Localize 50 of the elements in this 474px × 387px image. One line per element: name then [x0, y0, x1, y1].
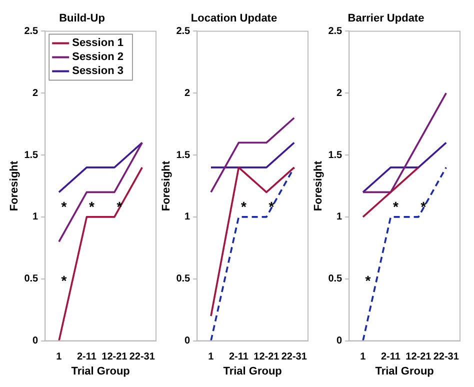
x-tick-label: 12-21 — [102, 352, 128, 363]
y-tick-label: 0.5 — [24, 274, 39, 285]
x-tick-label: 12-21 — [406, 352, 432, 363]
y-tick-label: 1 — [336, 212, 343, 223]
chart-title: Barrier Update — [348, 12, 424, 25]
x-tick-label: 2-11 — [380, 352, 401, 363]
x-tick-label: 2-11 — [76, 352, 97, 363]
annotation: * — [61, 198, 68, 214]
y-tick-label: 1.5 — [176, 150, 191, 161]
y-tick-label: 2 — [184, 88, 191, 99]
y-axis-title: Foresight — [160, 160, 173, 212]
y-tick-label: 1.5 — [24, 150, 39, 161]
chart-title: Build-Up — [59, 12, 106, 25]
annotation: * — [268, 198, 275, 214]
legend-label: Session 2 — [72, 51, 124, 64]
x-tick-label: 1 — [208, 352, 214, 363]
y-tick-label: 2.5 — [176, 26, 191, 37]
annotation: * — [420, 198, 427, 214]
x-tick-label: 2-11 — [228, 352, 249, 363]
annotation: * — [88, 198, 95, 214]
annotation: * — [61, 272, 68, 289]
x-tick-label: 22-31 — [281, 352, 308, 363]
x-axis-title: Trial Group — [71, 365, 130, 378]
y-tick-label: 1 — [32, 212, 39, 223]
annotation: * — [392, 198, 399, 214]
y-axis-title: Foresight — [312, 160, 325, 212]
x-tick-label: 22-31 — [433, 352, 460, 363]
legend-label: Session 3 — [72, 65, 124, 78]
chart-title: Location Update — [190, 12, 278, 25]
x-tick-label: 12-21 — [254, 352, 280, 363]
y-tick-label: 2 — [32, 88, 39, 99]
y-tick-label: 0 — [32, 336, 39, 347]
y-tick-label: 2.5 — [24, 26, 39, 37]
y-tick-label: 2.5 — [328, 26, 343, 37]
annotation: * — [365, 272, 372, 289]
x-tick-label: 1 — [56, 352, 62, 363]
y-tick-label: 0 — [336, 336, 343, 347]
y-axis-title: Foresight — [8, 160, 21, 212]
x-axis-title: Trial Group — [375, 365, 434, 378]
x-axis-title: Trial Group — [223, 365, 282, 378]
y-tick-label: 1 — [184, 212, 191, 223]
y-tick-label: 0.5 — [176, 274, 191, 285]
y-tick-label: 0.5 — [328, 274, 343, 285]
y-tick-label: 1.5 — [328, 150, 343, 161]
y-tick-label: 0 — [184, 336, 191, 347]
x-tick-label: 22-31 — [129, 352, 156, 363]
annotation: * — [240, 198, 247, 214]
y-tick-label: 2 — [336, 88, 343, 99]
x-tick-label: 1 — [360, 352, 366, 363]
legend-label: Session 1 — [72, 37, 124, 50]
